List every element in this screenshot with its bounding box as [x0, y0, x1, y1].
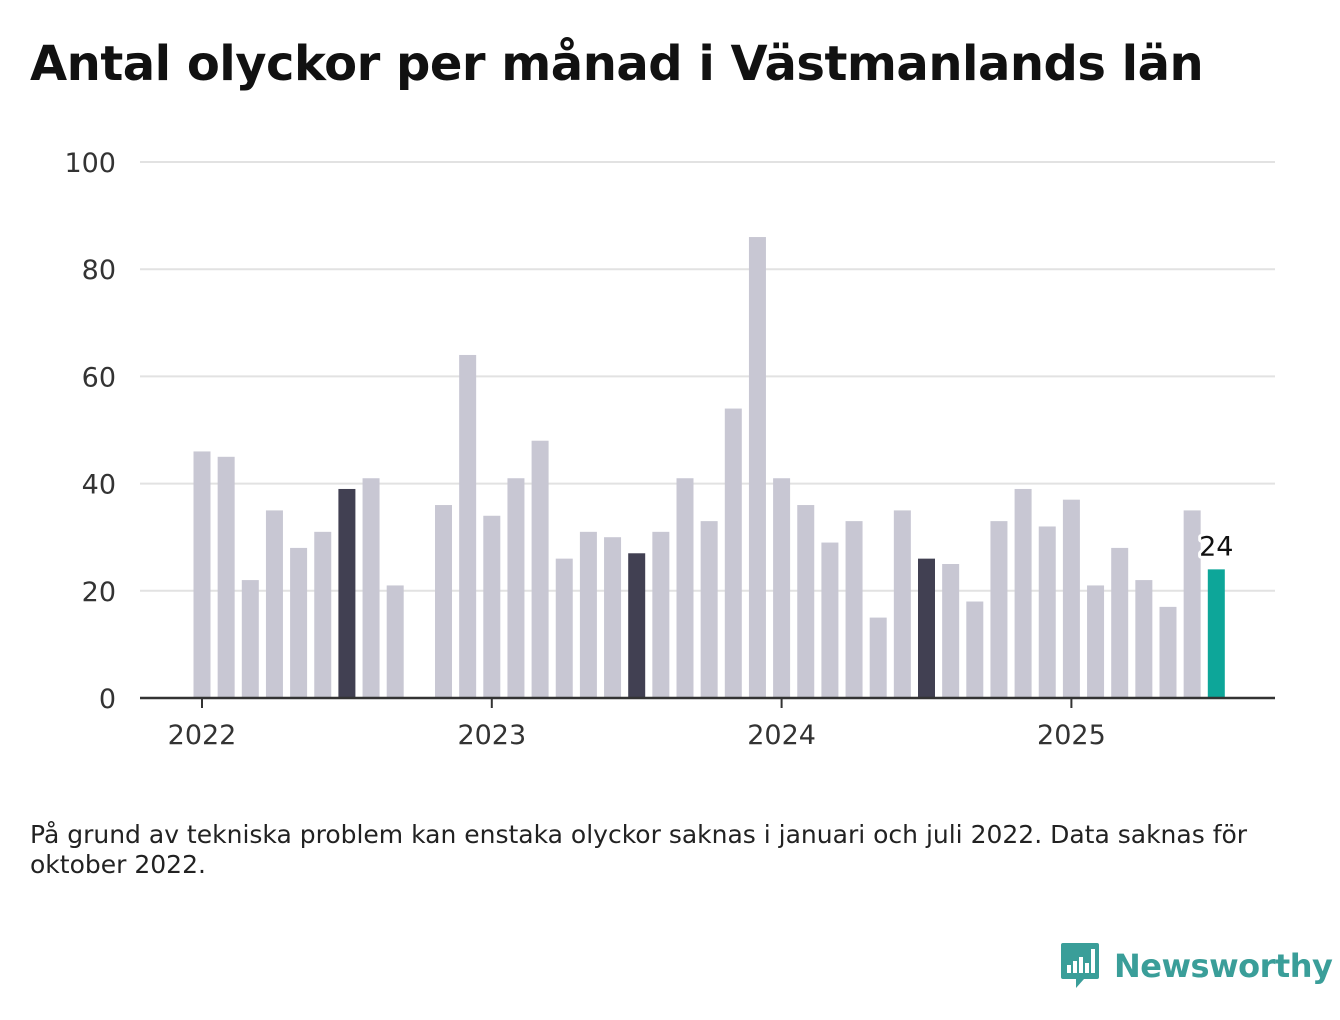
bar[interactable] [217, 456, 235, 698]
bar[interactable] [1183, 510, 1201, 698]
bar[interactable] [579, 531, 597, 698]
bar[interactable] [773, 478, 791, 698]
bar[interactable] [700, 521, 718, 698]
data-labels: 24 [1196, 528, 1236, 565]
bar[interactable] [1062, 499, 1080, 698]
bar[interactable] [1135, 580, 1153, 698]
bar[interactable] [1038, 526, 1056, 698]
bar[interactable] [1014, 488, 1032, 698]
bar[interactable] [290, 547, 308, 698]
y-tick-label: 60 [82, 362, 116, 393]
bar[interactable] [531, 440, 549, 698]
bar[interactable] [483, 515, 501, 698]
bar[interactable] [845, 521, 863, 698]
bar[interactable] [338, 488, 356, 698]
bars [193, 237, 1225, 698]
bar[interactable] [893, 510, 911, 698]
bar[interactable] [362, 478, 380, 698]
bar[interactable] [676, 478, 694, 698]
newsworthy-logo[interactable]: Newsworthy [1060, 940, 1333, 992]
bar[interactable] [724, 408, 742, 698]
brand-name: Newsworthy [1114, 947, 1333, 985]
bar[interactable] [652, 531, 670, 698]
bar[interactable] [507, 478, 525, 698]
y-axis: 0 20 40 60 80 100 [64, 148, 116, 715]
data-label: 24 [1199, 531, 1233, 562]
bar[interactable] [1207, 569, 1225, 698]
bar-chart: 0 20 40 60 80 100 2022 2023 2024 2025 24 [64, 148, 1275, 751]
bar[interactable] [966, 601, 984, 698]
x-tick-label: 2023 [457, 720, 526, 751]
bar[interactable] [918, 558, 935, 698]
y-tick-label: 20 [82, 577, 116, 608]
bar[interactable] [193, 451, 211, 698]
x-axis: 2022 2023 2024 2025 [140, 696, 1275, 751]
bar[interactable] [459, 354, 477, 698]
bar[interactable] [314, 531, 332, 698]
x-tick-label: 2024 [747, 720, 816, 751]
bar[interactable] [241, 580, 259, 698]
y-tick-label: 80 [82, 255, 116, 286]
y-tick-label: 100 [64, 148, 116, 179]
bar[interactable] [1087, 585, 1105, 698]
bar[interactable] [1111, 547, 1129, 698]
bar[interactable] [990, 521, 1008, 698]
y-tick-label: 0 [99, 684, 116, 715]
x-tick-label: 2025 [1037, 720, 1106, 751]
footnote: På grund av tekniska problem kan enstaka… [30, 820, 1248, 879]
bar[interactable] [942, 564, 960, 698]
bar[interactable] [265, 510, 283, 698]
x-tick-label: 2022 [168, 720, 237, 751]
bar[interactable] [386, 585, 404, 698]
bar[interactable] [1159, 606, 1177, 698]
bar[interactable] [748, 237, 766, 698]
newsworthy-bar-chart-icon [1061, 943, 1099, 988]
bar[interactable] [628, 553, 646, 698]
bar[interactable] [869, 617, 887, 698]
bar[interactable] [555, 558, 573, 698]
bar[interactable] [435, 505, 452, 698]
bar[interactable] [604, 537, 622, 698]
bar[interactable] [797, 505, 815, 698]
gridlines [140, 161, 1275, 592]
chart-title: Antal olyckor per månad i Västmanlands l… [30, 36, 1204, 92]
y-tick-label: 40 [82, 470, 116, 501]
bar[interactable] [821, 542, 839, 698]
